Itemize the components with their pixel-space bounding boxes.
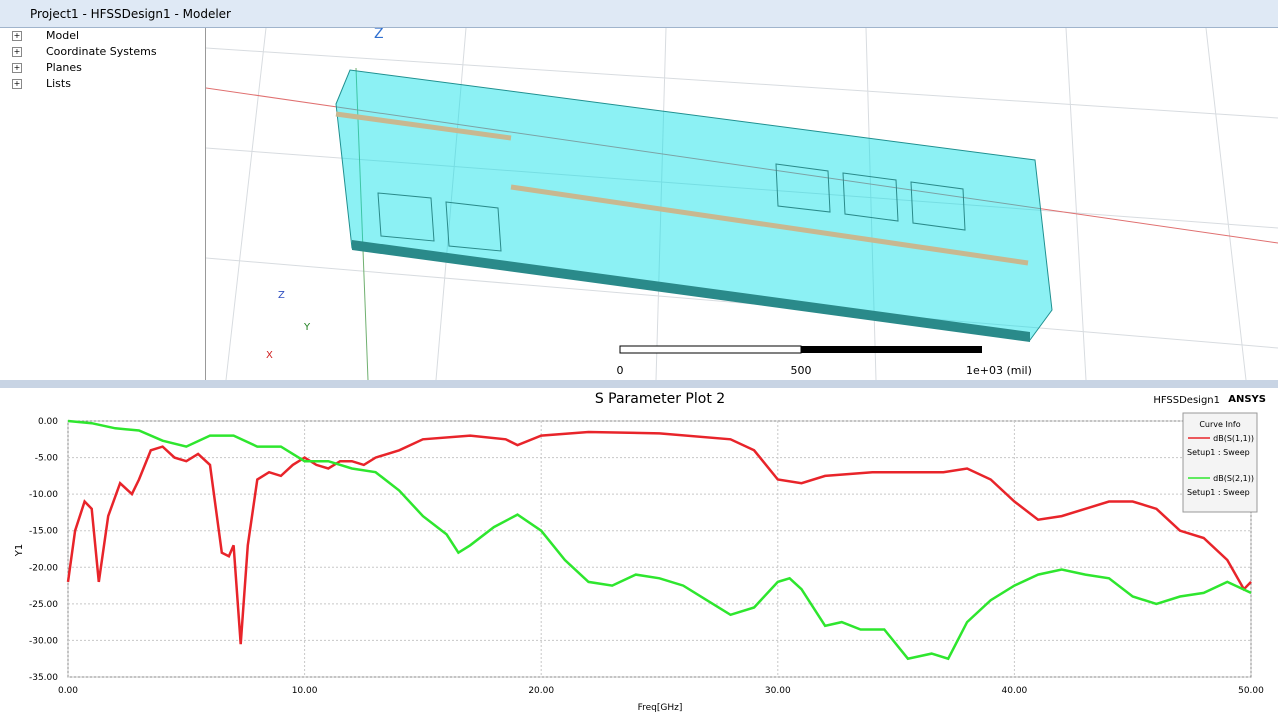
y-axis-line (355, 67, 369, 380)
patches (377, 163, 966, 252)
legend-setup: Setup1 : Sweep (1187, 448, 1250, 457)
legend-title: Curve Info (1199, 420, 1240, 429)
y-tick-label: -35.00 (29, 673, 58, 683)
y-tick-label: -25.00 (29, 600, 58, 610)
y-tick-label: -15.00 (29, 527, 58, 537)
x-tick-label: 40.00 (1002, 686, 1028, 696)
splitter[interactable] (0, 380, 1278, 388)
x-tick-label: 10.00 (292, 686, 318, 696)
legend-box (1182, 412, 1258, 513)
legend-label: dB(S(2,1)) (1213, 474, 1254, 483)
x-tick-label: 20.00 (528, 686, 554, 696)
window-title: Project1 - HFSSDesign1 - Modeler (0, 0, 1278, 28)
curve (66, 430, 1252, 645)
trace (510, 184, 1029, 266)
scale-bar (619, 345, 802, 354)
y-tick-label: -20.00 (29, 563, 58, 573)
model-grid (206, 28, 1278, 380)
y-axis-label: Y1 (14, 544, 25, 557)
axis-label: Z (374, 28, 384, 42)
air-box (335, 69, 1053, 341)
y-tick-label: -5.00 (35, 454, 59, 464)
scale-label: 1e+03 (mil) (966, 364, 1032, 377)
scale-label: 0 (617, 364, 624, 377)
tree-item[interactable]: Coordinate Systems (8, 44, 205, 60)
x-tick-label: 30.00 (765, 686, 791, 696)
scale-label: 500 (791, 364, 812, 377)
trace (335, 111, 512, 141)
plot-area (67, 420, 1252, 678)
substrate (352, 240, 1030, 342)
modeler-view: Z Z Y X 0 500 1e+03 (mil) (206, 28, 1278, 380)
y-tick-label: -10.00 (29, 490, 58, 500)
tree: Model Coordinate Systems Planes Lists (8, 28, 206, 380)
y-tick-label: -30.00 (29, 636, 58, 646)
scale-bar (801, 346, 982, 353)
x-tick-label: 50.00 (1238, 686, 1264, 696)
design-name: HFSSDesign1 (1153, 395, 1220, 406)
curve (67, 419, 1252, 661)
legend-label: dB(S(1,1)) (1213, 434, 1254, 443)
y-tick-label: 0.00 (38, 417, 58, 427)
tree-item[interactable]: Model (8, 28, 205, 44)
chart-title: S Parameter Plot 2 (595, 391, 725, 407)
x-axis-label: Freq[GHz] (638, 703, 683, 713)
triad-label: Y (303, 322, 311, 333)
chart: S Parameter Plot 2 HFSSDesign1 ANSYS Fre… (14, 391, 1266, 713)
x-axis-line (206, 87, 1278, 244)
triad-label: X (266, 350, 273, 361)
tree-item[interactable]: Planes (8, 60, 205, 76)
tree-item[interactable]: Lists (8, 76, 205, 92)
brand: ANSYS (1228, 394, 1266, 405)
x-tick-label: 0.00 (58, 686, 78, 696)
triad-label: Z (278, 290, 285, 301)
legend-setup: Setup1 : Sweep (1187, 488, 1250, 497)
